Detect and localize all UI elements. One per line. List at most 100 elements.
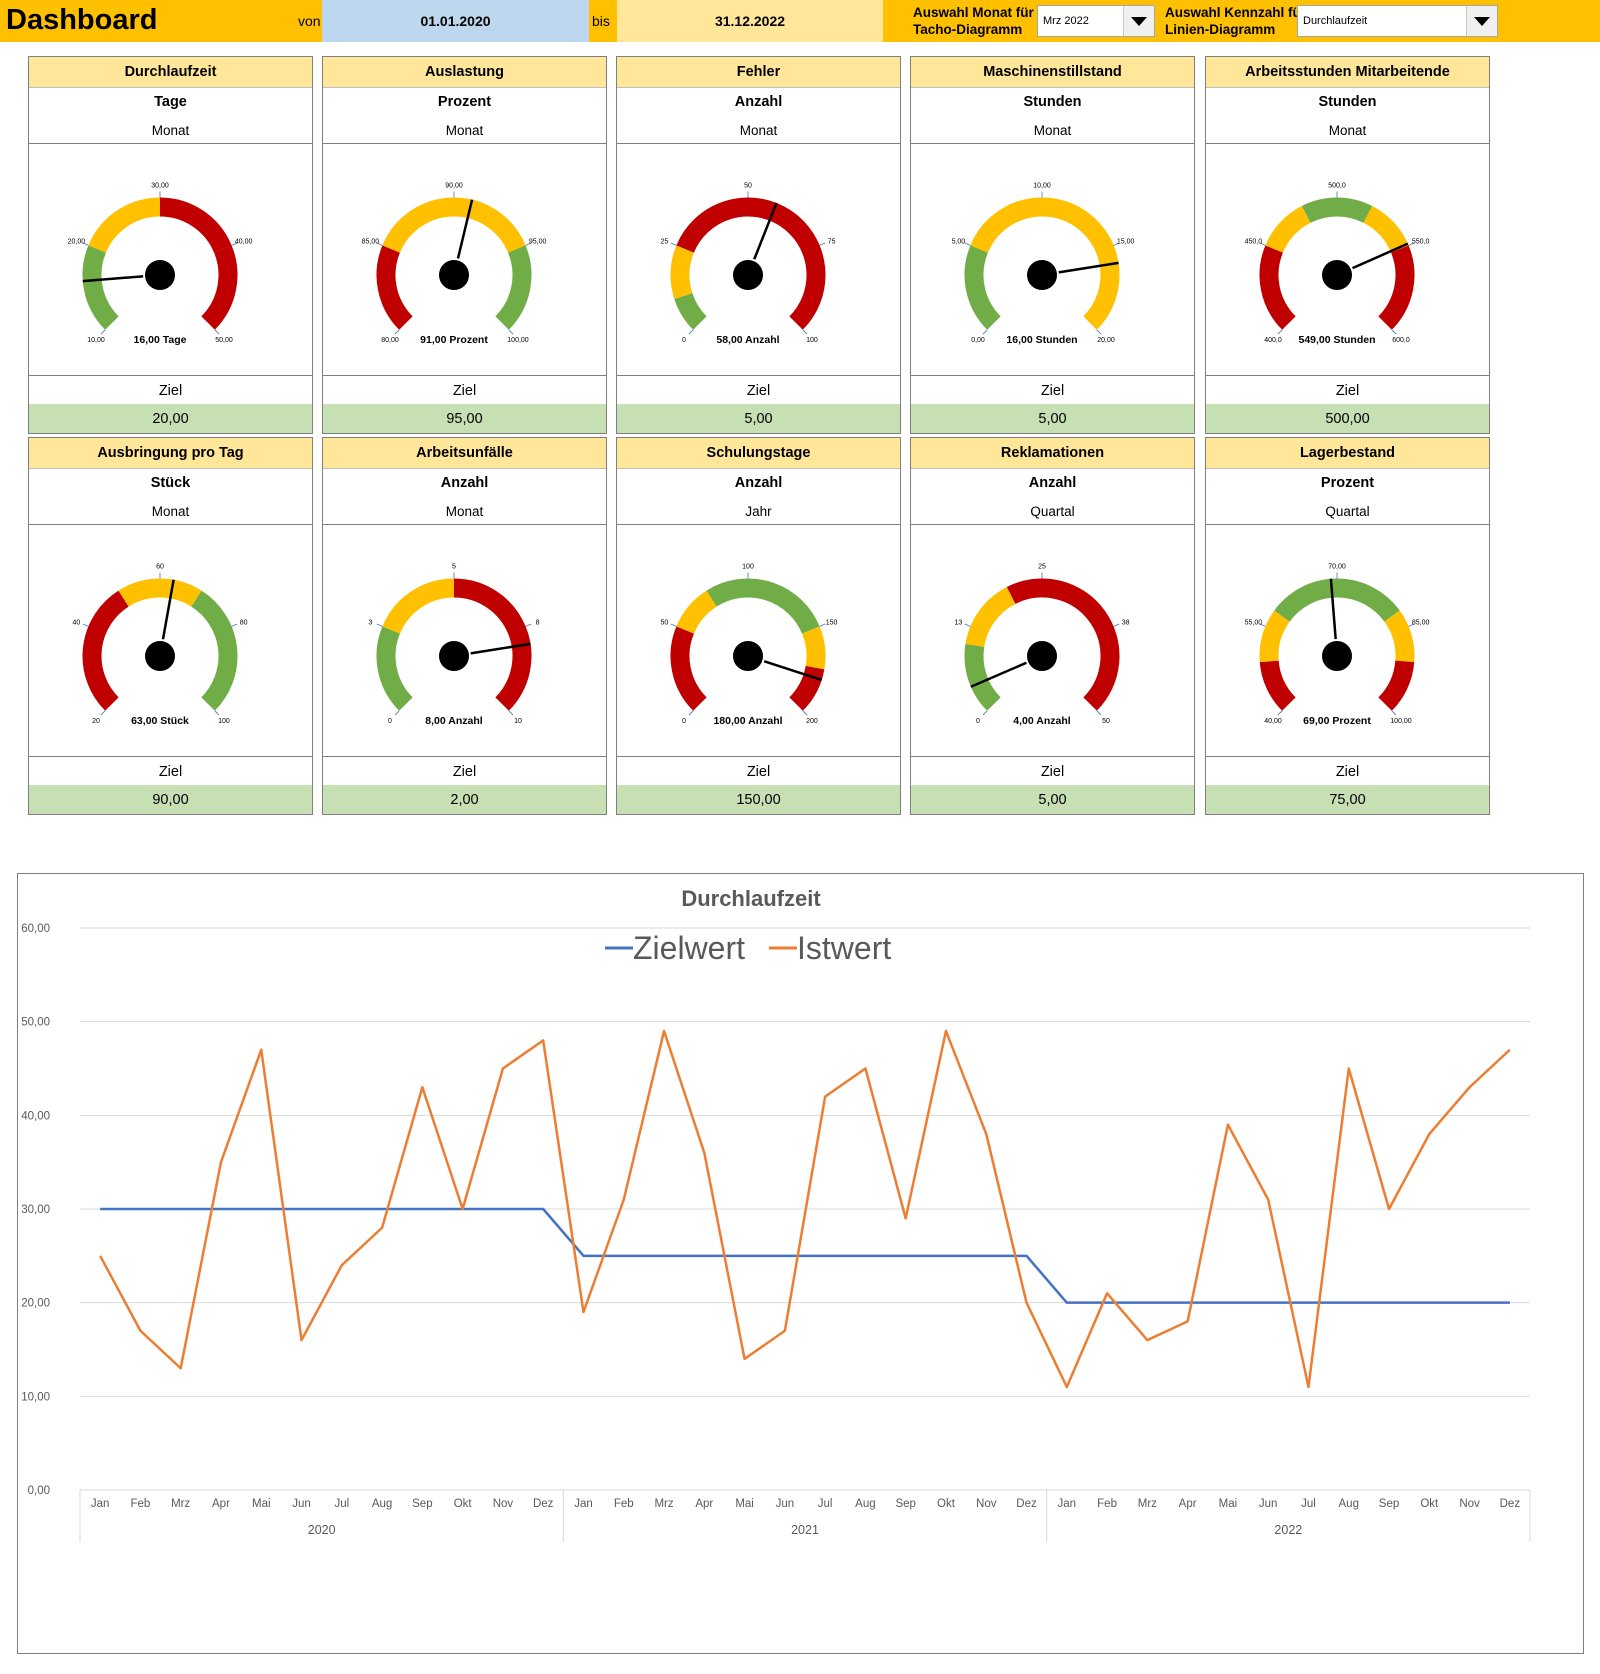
card-unit: Anzahl xyxy=(734,94,783,110)
target-value: 5,00 xyxy=(911,404,1194,433)
x-tick-label: Jun xyxy=(1259,1498,1278,1510)
card-period: Monat xyxy=(1033,123,1072,138)
gauge-tick-label: 10 xyxy=(514,718,522,725)
kpi-card: Fehler Anzahl Monat Ziel 5,00 0 25 50 75 100 5… xyxy=(616,56,901,434)
gauge-zone-yellow xyxy=(118,578,202,607)
gauge-tick-label: 25 xyxy=(1038,564,1046,571)
gauge-tick-label: 400,0 xyxy=(1264,337,1282,344)
gauge-value-label: 4,00 Anzahl xyxy=(1013,715,1070,727)
gauge-zone-red xyxy=(1378,660,1415,711)
gauge-tick-label: 25 xyxy=(660,238,668,245)
divider xyxy=(323,375,606,376)
card-period: Quartal xyxy=(1030,504,1075,519)
gauge-tick-label: 85,00 xyxy=(362,238,380,245)
y-tick-label: 10,00 xyxy=(21,1391,50,1403)
chart-title: Durchlaufzeit xyxy=(681,886,821,911)
gauge-tick xyxy=(1113,623,1120,627)
gauge-zone-yellow xyxy=(801,626,826,670)
gauge-zone-red xyxy=(453,578,532,711)
divider xyxy=(911,524,1194,525)
gauge-tick-label: 95,00 xyxy=(529,238,547,245)
date-from-field[interactable]: 01.01.2020 xyxy=(322,0,589,42)
gauge-tick-label: 75 xyxy=(828,238,836,245)
gauge-tick xyxy=(688,329,694,335)
x-tick-label: Mrz xyxy=(171,1498,190,1510)
x-tick-label: Apr xyxy=(212,1498,230,1510)
gauge-tick xyxy=(214,710,220,716)
page-title: Dashboard xyxy=(6,4,158,36)
target-value: 95,00 xyxy=(323,404,606,433)
card-period: Monat xyxy=(445,504,484,519)
kpi-card: Arbeitsstunden Mitarbeitende Stunden Mon… xyxy=(1205,56,1490,434)
to-label: bis xyxy=(592,13,610,29)
x-tick-label: Nov xyxy=(976,1498,997,1510)
gauge-zone-yellow xyxy=(1265,205,1311,254)
gauge-tick xyxy=(982,329,988,335)
kpi-select-title: Auswahl Kennzahl für Linien-Diagramm xyxy=(1165,4,1306,38)
y-tick-label: 40,00 xyxy=(21,1110,50,1122)
x-year-label: 2021 xyxy=(791,1523,819,1537)
series-line-zielwert xyxy=(100,1207,1510,1304)
gauge-chart: 0 25 50 75 100 58,00 Anzahl xyxy=(660,183,836,347)
date-to-field[interactable]: 31.12.2022 xyxy=(617,0,883,42)
gauge-hub xyxy=(1025,639,1059,673)
card-title: Durchlaufzeit xyxy=(29,57,312,88)
x-tick-label: Feb xyxy=(131,1498,151,1510)
gauge-zone-yellow xyxy=(453,197,526,253)
line-chart: Durchlaufzeit Zielwert Istwert 0,00 10,00 20,… xyxy=(21,886,1531,1542)
gauge-zone-green xyxy=(674,292,707,330)
gauge-tick-label: 8 xyxy=(536,619,540,626)
gauge-zone-yellow xyxy=(965,586,1016,648)
kpi-card: Arbeitsunfälle Anzahl Monat Ziel 2,00 0 3 5… xyxy=(322,437,607,815)
card-unit: Anzahl xyxy=(1028,475,1077,491)
x-tick-label: Sep xyxy=(895,1498,915,1510)
dashboard-header: Dashboard von 01.01.2020 bis 31.12.2022 … xyxy=(0,0,1600,42)
gauge-chart: 0,00 5,00 10,00 15,00 20,00 16,00 Stunden xyxy=(952,183,1135,347)
gauge-chart: 0 13 25 38 50 4,00 Anzahl xyxy=(954,564,1129,728)
gauge-tick-label: 20,00 xyxy=(68,238,86,245)
target-value: 2,00 xyxy=(323,785,606,814)
chevron-down-icon[interactable] xyxy=(1466,6,1497,36)
divider xyxy=(1206,143,1489,144)
card-unit: Stunden xyxy=(1318,94,1377,110)
kpi-card: Reklamationen Anzahl Quartal Ziel 5,00 0 1… xyxy=(910,437,1195,815)
target-label: Ziel xyxy=(746,383,771,399)
kpi-select-title-line2: Linien-Diagramm xyxy=(1165,22,1276,37)
card-period: Monat xyxy=(739,123,778,138)
gauge-zone-yellow xyxy=(382,578,455,634)
gauge-tick-label: 13 xyxy=(954,619,962,626)
kpi-dropdown[interactable]: Durchlaufzeit xyxy=(1297,5,1498,37)
y-tick-label: 0,00 xyxy=(28,1485,50,1497)
gauge-zone-yellow xyxy=(1384,610,1415,663)
chevron-down-icon[interactable] xyxy=(1123,6,1154,36)
gauge-zone-yellow xyxy=(676,590,717,634)
gauge-hub xyxy=(731,258,765,292)
gauge-chart: 10,00 20,00 30,00 40,00 50,00 16,00 Tage xyxy=(68,183,253,347)
gauge-tick-label: 0 xyxy=(682,337,686,344)
x-tick-label: Aug xyxy=(372,1498,392,1510)
x-tick-label: Dez xyxy=(1016,1498,1037,1510)
x-tick-label: Aug xyxy=(855,1498,875,1510)
x-tick-label: Apr xyxy=(1179,1498,1197,1510)
gauge-hub xyxy=(1320,639,1354,673)
gauge-tick-label: 5 xyxy=(452,564,456,571)
gauge-tick xyxy=(376,623,383,627)
gauge-zone-green xyxy=(82,245,119,330)
x-tick-label: Dez xyxy=(533,1498,554,1510)
card-unit: Tage xyxy=(154,94,187,110)
gauge-tick xyxy=(982,710,988,716)
gauge-tick xyxy=(1391,710,1397,716)
kpi-dropdown-value: Durchlaufzeit xyxy=(1303,15,1368,27)
divider xyxy=(911,143,1194,144)
gauge-zone-red xyxy=(201,245,238,330)
gauge-tick-label: 20 xyxy=(92,718,100,725)
gauge-tick xyxy=(1096,710,1102,716)
y-tick-label: 20,00 xyxy=(21,1298,50,1310)
kpi-card: Maschinenstillstand Stunden Monat Ziel 5… xyxy=(910,56,1195,434)
card-unit: Prozent xyxy=(1320,475,1375,491)
gauge-chart: 0 3 5 8 10 8,00 Anzahl xyxy=(368,564,540,728)
gauge-value-label: 180,00 Anzahl xyxy=(713,715,782,727)
month-dropdown[interactable]: Mrz 2022 xyxy=(1037,5,1155,37)
gauge-tick xyxy=(100,329,106,335)
gauge-tick-label: 450,0 xyxy=(1245,238,1263,245)
